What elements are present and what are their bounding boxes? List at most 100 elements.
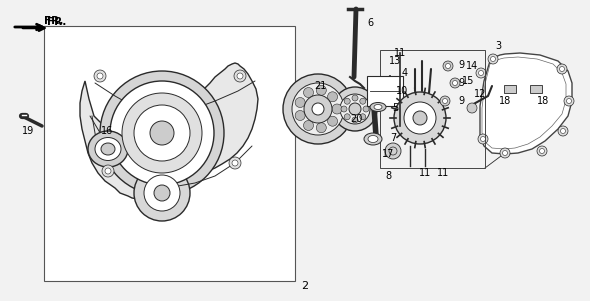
Circle shape bbox=[360, 114, 366, 120]
Circle shape bbox=[537, 146, 547, 156]
Text: 14: 14 bbox=[466, 61, 478, 71]
Circle shape bbox=[134, 105, 190, 161]
Circle shape bbox=[363, 106, 369, 112]
Text: 7: 7 bbox=[390, 133, 396, 143]
Text: 11: 11 bbox=[394, 48, 406, 58]
Circle shape bbox=[385, 143, 401, 159]
Text: 4: 4 bbox=[402, 68, 408, 78]
Circle shape bbox=[413, 111, 427, 125]
Circle shape bbox=[304, 95, 332, 123]
Circle shape bbox=[480, 136, 486, 141]
Circle shape bbox=[450, 78, 460, 88]
Circle shape bbox=[394, 92, 446, 144]
Circle shape bbox=[327, 116, 337, 126]
Circle shape bbox=[340, 94, 370, 124]
Circle shape bbox=[229, 157, 241, 169]
Text: 11: 11 bbox=[419, 168, 431, 178]
Circle shape bbox=[352, 117, 358, 123]
Circle shape bbox=[232, 160, 238, 166]
Circle shape bbox=[341, 106, 347, 112]
Circle shape bbox=[503, 150, 507, 156]
Circle shape bbox=[488, 54, 498, 64]
Circle shape bbox=[316, 123, 326, 133]
Circle shape bbox=[316, 85, 326, 95]
Circle shape bbox=[303, 88, 313, 98]
Ellipse shape bbox=[88, 131, 128, 167]
Text: FR.: FR. bbox=[47, 17, 66, 27]
Circle shape bbox=[344, 98, 350, 104]
Circle shape bbox=[557, 64, 567, 74]
Text: 19: 19 bbox=[22, 126, 34, 136]
Bar bbox=[530, 85, 542, 93]
Text: 8: 8 bbox=[385, 171, 391, 181]
Circle shape bbox=[312, 103, 324, 115]
Text: 20: 20 bbox=[350, 114, 362, 124]
Polygon shape bbox=[480, 53, 572, 154]
Circle shape bbox=[234, 70, 246, 82]
Text: 12: 12 bbox=[474, 89, 486, 99]
Text: 18: 18 bbox=[499, 96, 511, 106]
Text: 5: 5 bbox=[392, 103, 398, 113]
Circle shape bbox=[344, 114, 350, 120]
Circle shape bbox=[445, 64, 451, 69]
Circle shape bbox=[150, 121, 174, 145]
Circle shape bbox=[237, 73, 243, 79]
Circle shape bbox=[349, 103, 361, 115]
Circle shape bbox=[110, 81, 214, 185]
Text: 18: 18 bbox=[537, 96, 549, 106]
Circle shape bbox=[292, 83, 344, 135]
Polygon shape bbox=[80, 63, 258, 199]
Ellipse shape bbox=[374, 104, 382, 110]
Circle shape bbox=[100, 71, 224, 195]
Ellipse shape bbox=[95, 138, 121, 160]
Circle shape bbox=[564, 96, 574, 106]
Text: 21: 21 bbox=[314, 81, 326, 91]
Circle shape bbox=[558, 126, 568, 136]
Circle shape bbox=[352, 95, 358, 101]
Text: 11: 11 bbox=[437, 168, 449, 178]
Circle shape bbox=[360, 98, 366, 104]
Circle shape bbox=[476, 68, 486, 78]
Circle shape bbox=[295, 98, 305, 107]
Circle shape bbox=[94, 70, 106, 82]
Circle shape bbox=[453, 80, 457, 85]
Text: 6: 6 bbox=[367, 18, 373, 28]
Bar bbox=[367, 76, 403, 106]
Circle shape bbox=[327, 92, 337, 102]
Circle shape bbox=[442, 98, 447, 104]
Bar bbox=[504, 85, 516, 93]
Text: 3: 3 bbox=[495, 41, 501, 51]
Text: 17: 17 bbox=[382, 149, 394, 159]
Circle shape bbox=[105, 168, 111, 174]
Text: 16: 16 bbox=[101, 126, 113, 136]
Circle shape bbox=[440, 96, 450, 106]
Circle shape bbox=[295, 110, 305, 120]
Circle shape bbox=[102, 165, 114, 177]
Bar bbox=[44, 26, 295, 281]
Circle shape bbox=[566, 98, 572, 104]
Circle shape bbox=[478, 134, 488, 144]
Ellipse shape bbox=[101, 143, 115, 155]
Text: FR.: FR. bbox=[44, 16, 63, 26]
Text: 9: 9 bbox=[458, 60, 464, 70]
Circle shape bbox=[443, 61, 453, 71]
Text: 13: 13 bbox=[389, 56, 401, 66]
Text: 15: 15 bbox=[462, 76, 474, 86]
Circle shape bbox=[560, 129, 565, 134]
Ellipse shape bbox=[368, 135, 378, 142]
Text: 9: 9 bbox=[458, 96, 464, 106]
Circle shape bbox=[332, 104, 342, 114]
Bar bbox=[380, 50, 485, 168]
Text: 10: 10 bbox=[396, 86, 408, 96]
Circle shape bbox=[500, 148, 510, 158]
Circle shape bbox=[467, 103, 477, 113]
Circle shape bbox=[283, 74, 353, 144]
Text: 2: 2 bbox=[301, 281, 309, 291]
Circle shape bbox=[333, 87, 377, 131]
Circle shape bbox=[404, 102, 436, 134]
Circle shape bbox=[154, 185, 170, 201]
Ellipse shape bbox=[370, 103, 386, 111]
Circle shape bbox=[144, 175, 180, 211]
Circle shape bbox=[122, 93, 202, 173]
Ellipse shape bbox=[364, 133, 382, 145]
